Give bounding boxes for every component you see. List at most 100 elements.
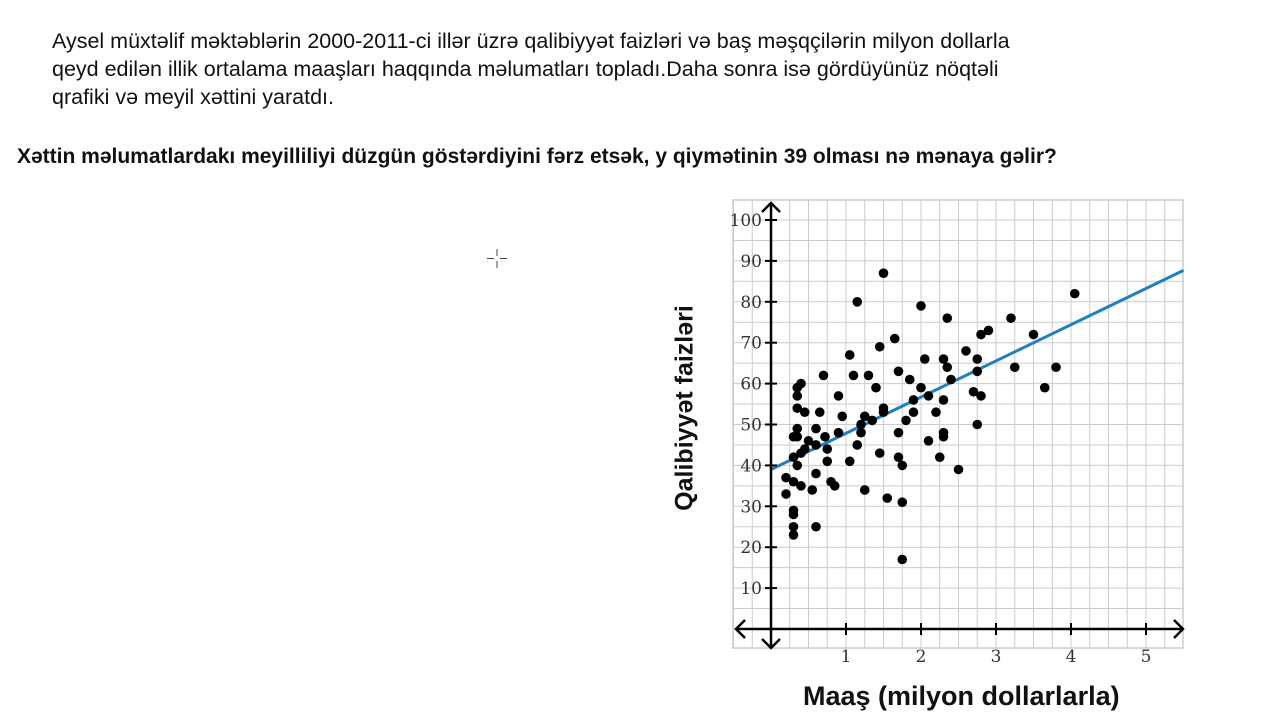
data-point xyxy=(863,370,874,381)
y-tick-label: 40 xyxy=(740,456,762,476)
data-point xyxy=(908,407,919,418)
data-point xyxy=(942,362,953,373)
y-axis-label: Qalibiyyət faizləri xyxy=(670,305,699,511)
data-point xyxy=(867,415,878,426)
data-point xyxy=(893,452,904,463)
data-point xyxy=(908,395,919,405)
x-tick-label: 5 xyxy=(1141,647,1152,667)
data-point xyxy=(878,403,889,413)
data-point xyxy=(1006,313,1016,323)
data-point xyxy=(934,452,945,463)
data-point xyxy=(859,485,870,495)
data-point xyxy=(788,509,799,520)
data-point xyxy=(946,374,956,385)
data-point xyxy=(848,370,859,381)
x-axis-label: Maaş (milyon dollarlarla) xyxy=(803,681,1120,711)
data-point xyxy=(781,472,791,483)
y-tick-label: 10 xyxy=(740,579,762,599)
data-point xyxy=(1039,382,1050,393)
data-point xyxy=(897,554,908,565)
data-point xyxy=(882,493,893,503)
intro-text: Aysel müxtəlif məktəblərin 2000-2011-ci … xyxy=(52,27,1232,111)
x-tick-label: 4 xyxy=(1066,647,1077,667)
x-tick-label: 1 xyxy=(841,647,852,667)
data-point xyxy=(919,354,930,364)
chart-grid xyxy=(732,199,1184,649)
y-axis-bottom-arrow xyxy=(761,638,781,650)
data-point xyxy=(844,456,855,467)
data-point xyxy=(878,268,889,278)
data-point xyxy=(972,366,983,377)
data-point xyxy=(916,382,926,393)
intro-line-2: qeyd edilən illik ortalama maaşları haqq… xyxy=(52,57,999,81)
data-point xyxy=(916,301,926,311)
data-point xyxy=(781,489,791,499)
y-tick-label: 60 xyxy=(740,375,762,395)
data-point xyxy=(942,313,953,323)
data-point xyxy=(796,378,806,389)
data-point xyxy=(972,354,983,364)
data-point xyxy=(852,297,863,307)
data-point xyxy=(829,481,840,491)
data-point xyxy=(799,444,810,454)
data-point xyxy=(811,440,821,450)
question-text: Xəttin məlumatlardakı meyilliliyi düzgün… xyxy=(17,145,1057,168)
data-point xyxy=(822,444,833,454)
data-point xyxy=(1028,329,1039,340)
y-tick-label: 70 xyxy=(740,334,762,354)
x-tick-label: 2 xyxy=(916,647,927,667)
data-point xyxy=(811,521,821,532)
data-point xyxy=(833,427,844,438)
data-point xyxy=(852,440,863,450)
data-point xyxy=(788,521,799,532)
tick-labels: 10 20 30 40 50 60 70 80 90 100 1 2 3 4 5 xyxy=(730,211,1152,667)
data-point xyxy=(968,386,979,397)
data-point xyxy=(901,415,911,426)
data-point xyxy=(820,431,830,442)
data-point xyxy=(897,460,908,471)
data-point xyxy=(904,374,915,385)
data-point xyxy=(811,468,821,479)
data-point xyxy=(844,350,855,360)
data-point xyxy=(938,354,949,364)
data-point xyxy=(807,485,818,495)
y-tick-label: 30 xyxy=(740,497,762,517)
data-point xyxy=(893,366,904,377)
data-point xyxy=(961,346,971,356)
data-point xyxy=(889,333,900,344)
data-point xyxy=(1051,362,1061,373)
data-point xyxy=(803,436,814,446)
data-point xyxy=(799,407,810,418)
data-point xyxy=(788,476,799,487)
y-tick-label: 80 xyxy=(740,293,762,313)
data-point xyxy=(822,456,833,467)
x-tick-label: 3 xyxy=(991,647,1002,667)
data-point xyxy=(874,448,885,458)
data-point xyxy=(871,382,881,393)
data-point xyxy=(923,436,934,446)
data-point xyxy=(788,530,799,540)
data-point xyxy=(811,423,821,434)
crosshair-cursor-icon xyxy=(487,249,507,268)
data-point xyxy=(983,325,994,336)
data-point xyxy=(792,460,803,471)
data-point xyxy=(796,481,806,491)
data-point xyxy=(874,341,885,352)
data-point xyxy=(792,431,803,442)
data-point xyxy=(788,452,799,463)
data-point xyxy=(818,370,829,381)
data-point xyxy=(938,431,949,442)
y-tick-label: 20 xyxy=(740,538,762,558)
data-point xyxy=(792,423,803,434)
data-point xyxy=(976,391,986,401)
data-point xyxy=(931,407,941,418)
data-point xyxy=(856,419,866,430)
data-point xyxy=(792,391,803,401)
data-point xyxy=(833,391,844,401)
y-tick-label: 90 xyxy=(740,252,762,272)
data-point xyxy=(837,411,848,422)
data-point xyxy=(1009,362,1020,373)
intro-line-1: Aysel müxtəlif məktəblərin 2000-2011-ci … xyxy=(52,29,1010,53)
data-point xyxy=(897,497,908,508)
y-tick-label: 100 xyxy=(730,211,762,231)
